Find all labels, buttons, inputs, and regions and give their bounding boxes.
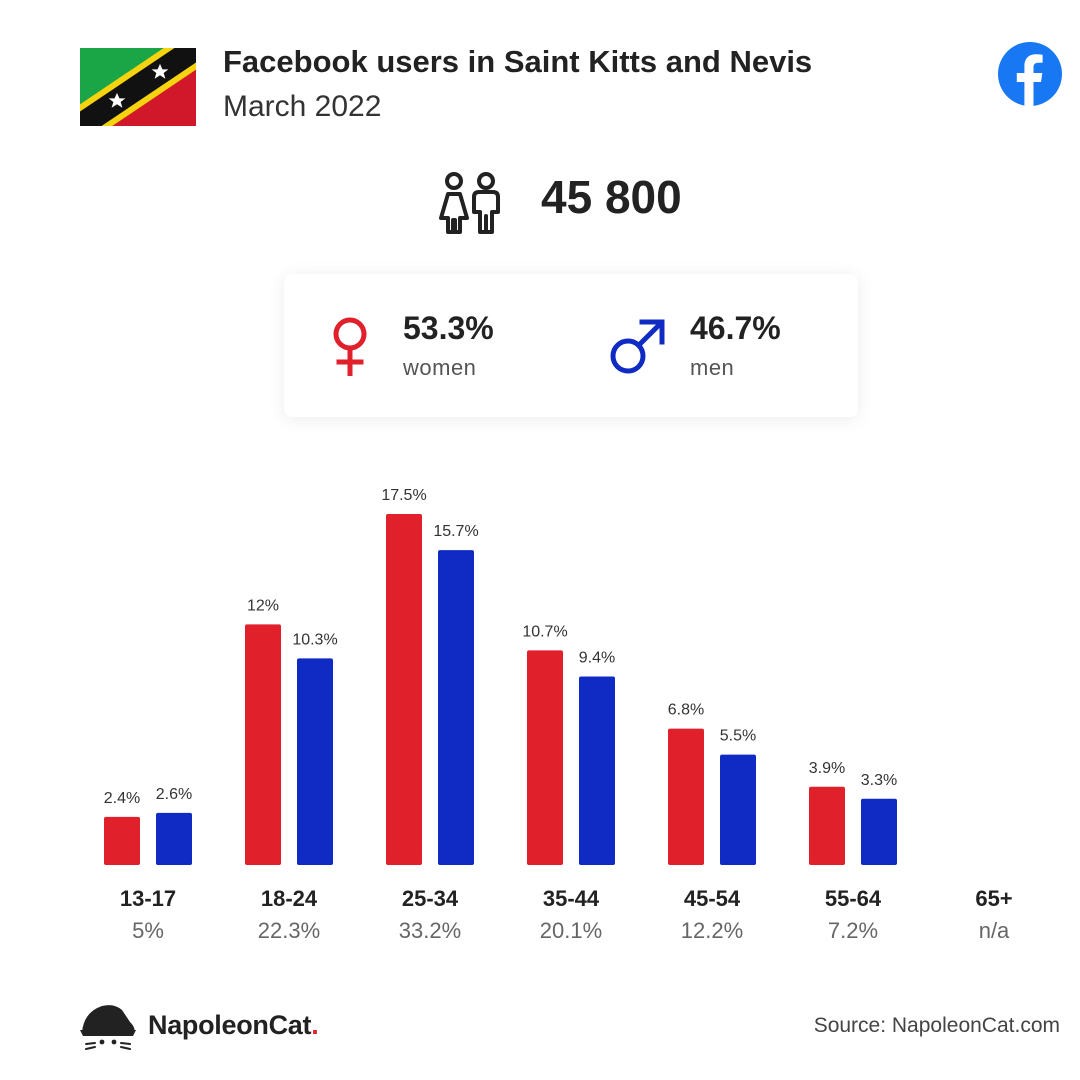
bar-men-18-24	[297, 658, 333, 865]
category-total-55-64: 7.2%	[828, 918, 878, 943]
category-label-18-24: 18-24	[261, 886, 318, 911]
women-label: women	[403, 355, 477, 380]
brand-name: NapoleonCat.	[148, 1010, 319, 1041]
data-label-men-55-64: 3.3%	[861, 772, 897, 789]
age-distribution-chart: 2.4% 2.6% 13-17 5% 12% 10.3% 18-24 22.3% 17.5% 15…	[104, 487, 1013, 943]
data-label-women-13-17: 2.4%	[104, 790, 140, 807]
category-label-55-64: 55-64	[825, 886, 882, 911]
category-total-45-54: 12.2%	[681, 918, 743, 943]
category-total-13-17: 5%	[132, 918, 164, 943]
source-credit: Source: NapoleonCat.com	[813, 1014, 1060, 1037]
bar-women-55-64	[809, 786, 845, 865]
category-total-18-24: 22.3%	[258, 918, 320, 943]
data-label-men-13-17: 2.6%	[156, 786, 192, 803]
bar-men-45-54	[720, 754, 756, 865]
men-label: men	[690, 355, 735, 380]
gender-split-card: 53.3% women 46.7% men	[284, 274, 858, 417]
female-symbol-icon	[333, 317, 367, 376]
data-label-men-45-54: 5.5%	[720, 728, 756, 745]
bar-women-18-24	[245, 624, 281, 865]
data-label-men-35-44: 9.4%	[579, 649, 615, 666]
category-total-35-44: 20.1%	[540, 918, 602, 943]
category-label-35-44: 35-44	[543, 886, 600, 911]
men-percentage: 46.7%	[690, 310, 781, 346]
category-label-65+: 65+	[975, 886, 1012, 911]
bar-women-45-54	[668, 728, 704, 865]
bar-women-35-44	[527, 650, 563, 865]
data-label-men-25-34: 15.7%	[433, 523, 478, 540]
users-icon	[439, 172, 500, 234]
data-label-women-35-44: 10.7%	[522, 623, 567, 640]
category-label-45-54: 45-54	[684, 886, 741, 911]
data-label-women-55-64: 3.9%	[809, 760, 845, 777]
bar-men-35-44	[579, 676, 615, 865]
brand-dot: .	[311, 1010, 319, 1040]
bar-women-25-34	[386, 514, 422, 865]
category-label-25-34: 25-34	[402, 886, 459, 911]
category-label-13-17: 13-17	[120, 886, 176, 911]
total-users-count: 45 800	[541, 171, 682, 223]
women-percentage: 53.3%	[403, 310, 494, 346]
saint-kitts-nevis-flag	[80, 48, 196, 126]
page-subtitle: March 2022	[223, 90, 382, 123]
bar-women-13-17	[104, 816, 140, 865]
facebook-logo-icon	[998, 42, 1062, 106]
napoleoncat-logo-icon	[80, 1005, 136, 1050]
data-label-women-25-34: 17.5%	[381, 487, 426, 504]
data-label-women-18-24: 12%	[247, 597, 279, 614]
bar-men-13-17	[156, 812, 192, 865]
male-symbol-icon	[610, 319, 665, 374]
bar-men-25-34	[438, 550, 474, 865]
bar-men-55-64	[861, 798, 897, 865]
category-total-65+: n/a	[979, 918, 1010, 943]
category-total-25-34: 33.2%	[399, 918, 461, 943]
data-label-women-45-54: 6.8%	[668, 702, 704, 719]
data-label-men-18-24: 10.3%	[292, 631, 337, 648]
page-title: Facebook users in Saint Kitts and Nevis	[223, 44, 813, 79]
brand-text: NapoleonCat	[148, 1010, 312, 1040]
